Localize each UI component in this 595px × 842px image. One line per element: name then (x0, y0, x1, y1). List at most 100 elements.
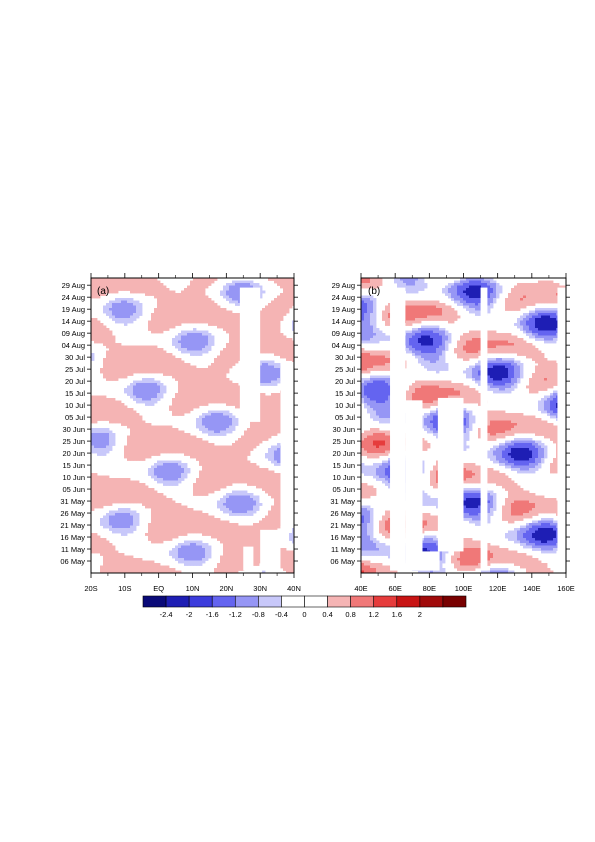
field-cell (214, 415, 218, 419)
field-cell (178, 358, 182, 361)
field-cell (175, 433, 179, 436)
field-cell (163, 468, 167, 471)
field-cell (205, 335, 209, 339)
field-cell (286, 353, 290, 356)
field-cell (232, 335, 236, 339)
field-cell (253, 510, 257, 514)
field-cell (121, 350, 125, 354)
field-cell (181, 320, 185, 324)
field-cell (130, 348, 134, 351)
field-cell (175, 320, 179, 324)
field-cell (136, 345, 140, 349)
field-cell (130, 500, 134, 504)
field-cell (121, 483, 125, 486)
field-cell (154, 440, 158, 444)
field-cell (106, 550, 110, 554)
field-cell (244, 443, 248, 446)
field-cell (220, 470, 224, 474)
field-cell (271, 370, 275, 374)
field-cell (256, 475, 260, 479)
field-cell (220, 315, 224, 319)
field-cell (121, 403, 125, 406)
field-cell (109, 445, 113, 449)
field-cell (136, 495, 140, 499)
field-cell (268, 433, 272, 436)
field-cell (205, 420, 209, 424)
field-cell (196, 400, 200, 404)
field-cell (244, 463, 248, 466)
field-cell (157, 493, 161, 496)
field-cell (196, 425, 200, 429)
field-cell (193, 313, 197, 316)
field-cell (229, 465, 233, 469)
field-cell (259, 428, 263, 431)
field-cell (259, 468, 263, 471)
field-cell (274, 475, 278, 479)
field-cell (229, 400, 233, 404)
field-cell (271, 340, 275, 344)
field-cell (274, 528, 278, 531)
field-cell (187, 390, 191, 394)
field-cell (169, 325, 173, 329)
field-cell (214, 465, 218, 469)
field-cell (232, 355, 236, 359)
field-cell (136, 365, 140, 369)
field-cell (142, 500, 146, 504)
field-cell (238, 358, 242, 361)
field-cell (250, 510, 254, 514)
field-cell (223, 418, 227, 421)
field-cell (190, 445, 194, 449)
field-cell (97, 435, 101, 439)
field-cell (94, 440, 98, 444)
field-cell (121, 283, 125, 286)
field-cell (280, 300, 284, 304)
field-cell (106, 488, 110, 491)
field-cell (202, 320, 206, 324)
field-cell (274, 350, 278, 354)
field-cell (145, 423, 149, 426)
field-cell (148, 353, 152, 356)
field-cell (217, 530, 221, 534)
field-cell (133, 520, 137, 524)
field-cell (115, 495, 119, 499)
field-cell (217, 400, 221, 404)
field-cell (133, 345, 137, 349)
field-cell (199, 428, 203, 431)
field-cell (106, 375, 110, 379)
field-cell (223, 483, 227, 486)
field-cell (178, 513, 182, 516)
field-cell (118, 513, 122, 516)
field-cell (211, 318, 215, 321)
field-cell (163, 445, 167, 449)
field-cell (190, 513, 194, 516)
field-cell (103, 503, 107, 506)
field-cell (127, 530, 131, 534)
field-cell (232, 285, 236, 289)
field-cell (100, 500, 104, 504)
field-cell (181, 473, 185, 476)
field-cell (121, 488, 125, 491)
field-cell (121, 285, 125, 289)
field-cell (160, 363, 164, 366)
field-cell (94, 503, 98, 506)
field-cell (166, 508, 170, 511)
field-cell (202, 480, 206, 484)
field-cell (124, 485, 128, 489)
field-cell (154, 283, 158, 286)
field-cell (214, 420, 218, 424)
field-cell (208, 300, 212, 304)
field-cell (274, 320, 278, 324)
field-cell (184, 508, 188, 511)
field-cell (190, 515, 194, 519)
field-cell (139, 445, 143, 449)
field-cell (178, 405, 182, 409)
field-cell (214, 278, 218, 281)
field-cell (133, 288, 137, 291)
field-cell (151, 450, 155, 454)
field-cell (175, 480, 179, 484)
field-cell (136, 453, 140, 456)
field-cell (106, 523, 110, 526)
field-cell (97, 290, 101, 294)
field-cell (268, 523, 272, 526)
